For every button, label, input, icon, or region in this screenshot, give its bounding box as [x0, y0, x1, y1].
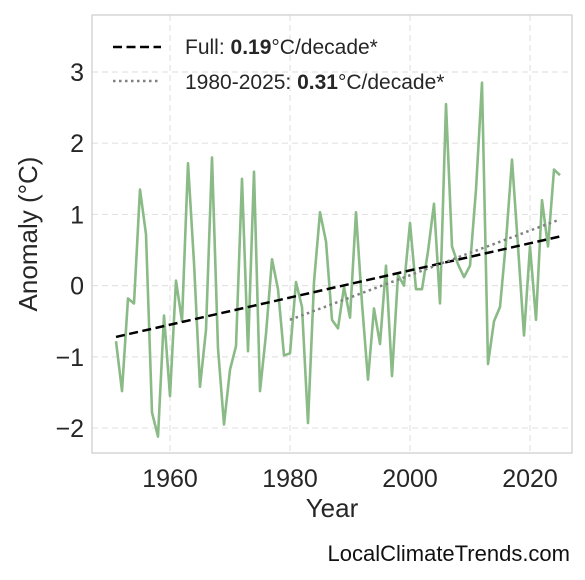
y-axis-label: Anomaly (°C)	[13, 157, 43, 312]
series-layer	[114, 81, 561, 438]
y-tick-label-0: 0	[70, 273, 84, 301]
legend-recent-suffix: °C/decade*	[338, 71, 444, 94]
legend-full-value: 0.19	[231, 36, 272, 59]
legend: Full: 0.19°C/decade* 1980-2025: 0.31°C/d…	[113, 36, 444, 94]
anomaly-series-line	[114, 81, 561, 438]
y-tick-label--1: −1	[55, 344, 84, 372]
x-tick-label-2000: 2000	[382, 465, 438, 493]
legend-full-prefix: Full:	[185, 36, 231, 59]
plot-frame	[91, 14, 573, 454]
y-tick-label-3: 3	[70, 59, 84, 87]
credit-text: LocalClimateTrends.com	[328, 541, 571, 566]
grid	[92, 15, 572, 453]
legend-label-full: Full: 0.19°C/decade*	[185, 36, 378, 59]
legend-recent-prefix: 1980-2025:	[185, 71, 297, 94]
legend-full-suffix: °C/decade*	[271, 36, 377, 59]
y-axis-ticks: −2 −1 0 1 2 3	[55, 59, 84, 443]
x-axis-label: Year	[306, 493, 359, 523]
legend-label-recent: 1980-2025: 0.31°C/decade*	[185, 71, 444, 94]
y-tick-label-2: 2	[70, 130, 84, 158]
x-axis-ticks: 1960 1980 2000 2020	[142, 465, 558, 493]
x-tick-label-2020: 2020	[502, 465, 558, 493]
y-tick-label--2: −2	[55, 415, 84, 443]
trend-line-full	[115, 235, 561, 339]
x-tick-label-1980: 1980	[262, 465, 318, 493]
legend-recent-value: 0.31	[297, 71, 338, 94]
x-tick-label-1960: 1960	[142, 465, 198, 493]
y-tick-label-1: 1	[70, 201, 84, 229]
trend-line-recent	[289, 218, 561, 321]
